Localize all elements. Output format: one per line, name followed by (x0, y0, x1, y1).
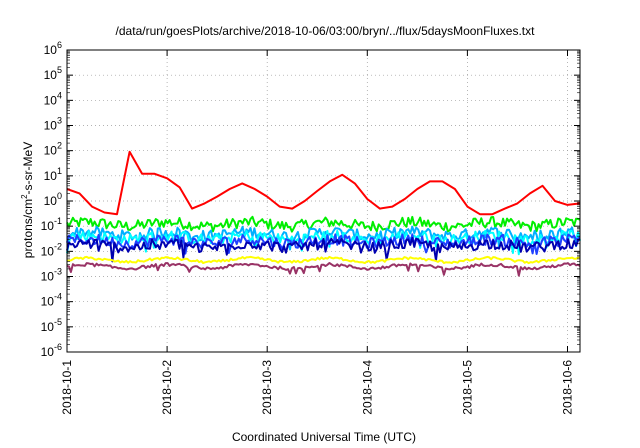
y-tick-label: 10-2 (41, 241, 62, 258)
y-tick-label: 103 (44, 116, 62, 133)
x-axis-label: Coordinated Universal Time (UTC) (232, 430, 416, 444)
y-tick-label: 104 (44, 90, 62, 107)
y-axis-label-rest: -s-sr-MeV (21, 142, 35, 195)
series-line-1 (66, 150, 581, 216)
x-tick-label: 2018-10-2 (160, 360, 174, 415)
y-axis-label-sup: 2 (20, 194, 29, 199)
x-tick-label: 2018-10-1 (60, 360, 74, 415)
series-line-4 (66, 229, 581, 256)
y-tick-label: 106 (44, 40, 62, 57)
x-tick-label: 2018-10-5 (460, 360, 474, 415)
y-tick-label: 10-6 (41, 342, 62, 359)
y-tick-label: 10-5 (41, 317, 62, 334)
x-tick-label: 2018-10-3 (260, 360, 274, 415)
x-tick-label: 2018-10-6 (560, 360, 574, 415)
series-line-8 (66, 262, 581, 277)
series-line-7 (66, 255, 580, 265)
series-line-2 (66, 215, 581, 233)
y-tick-label: 10-4 (41, 292, 62, 309)
grid (67, 50, 580, 352)
y-axis-label: protons/cm2-s-sr-MeV (20, 142, 35, 258)
chart-title: /data/run/goesPlots/archive/2018-10-06/0… (116, 24, 536, 38)
y-tick-label: 10-3 (41, 267, 62, 284)
y-tick-label: 101 (44, 166, 62, 183)
y-tick-label: 102 (44, 141, 62, 158)
series-lines (66, 150, 581, 277)
axes: 10-6 10-5 10-4 10-3 10-2 10-1 100 101 102 103 104 1… (41, 40, 580, 415)
y-tick-label: 100 (44, 191, 62, 208)
y-tick-label: 105 (44, 65, 62, 82)
series-line-6 (66, 237, 581, 263)
y-tick-label: 10-1 (41, 216, 62, 233)
x-tick-label: 2018-10-4 (360, 360, 374, 415)
y-axis-label-base: protons/cm (21, 199, 35, 258)
